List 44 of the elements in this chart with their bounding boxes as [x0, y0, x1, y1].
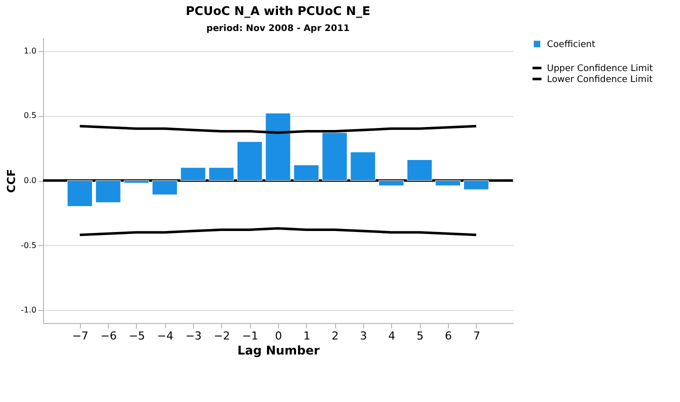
x-tick-label: −1 [242, 330, 258, 342]
x-tick-label: 6 [444, 330, 452, 342]
x-tick-label: −7 [72, 330, 88, 342]
y-axis-title: CCF [4, 169, 18, 193]
bar [322, 132, 348, 181]
bar [463, 180, 489, 190]
x-tick-label: −4 [157, 330, 174, 342]
legend-label: Coefficient [547, 40, 596, 50]
y-tick-label: -0.5 [20, 240, 36, 250]
line-series [78, 227, 478, 236]
x-tick-label: 4 [388, 330, 396, 342]
bar [265, 112, 291, 181]
bar [378, 180, 404, 186]
bar [435, 180, 461, 186]
chart-title: PCUoC N_A with PCUoC N_E [186, 4, 370, 18]
chart-subtitle: period: Nov 2008 - Apr 2011 [206, 24, 350, 34]
x-tick-label: −2 [214, 330, 230, 342]
bar [152, 180, 178, 195]
y-tick-label: 0.0 [24, 176, 36, 185]
y-tick-label: -1.0 [20, 306, 36, 315]
x-tick-label: 2 [332, 330, 339, 342]
bar [236, 141, 262, 181]
bar [180, 167, 206, 181]
bar [67, 180, 93, 207]
bar [208, 167, 234, 181]
x-tick-label: 1 [303, 330, 310, 342]
x-tick-label: 7 [473, 330, 480, 342]
x-tick-label: −5 [128, 330, 146, 342]
y-tick-label: 0.5 [24, 111, 36, 120]
line-series [78, 124, 478, 134]
bar [95, 180, 121, 203]
x-tick-label: −6 [100, 330, 117, 342]
bar [124, 180, 150, 184]
bar [294, 164, 320, 181]
x-tick-label: 0 [275, 330, 282, 342]
legend-label: Lower Confidence Limit [547, 75, 654, 85]
x-axis-title: Lag Number [237, 344, 320, 358]
x-tick-label: 5 [416, 330, 424, 342]
y-tick-label: 1.0 [24, 46, 36, 56]
x-tick-label: −3 [185, 330, 202, 342]
legend-label: Upper Confidence Limit [547, 64, 654, 74]
x-tick-label: 3 [360, 330, 367, 342]
bar [406, 160, 432, 181]
bar [350, 152, 376, 181]
